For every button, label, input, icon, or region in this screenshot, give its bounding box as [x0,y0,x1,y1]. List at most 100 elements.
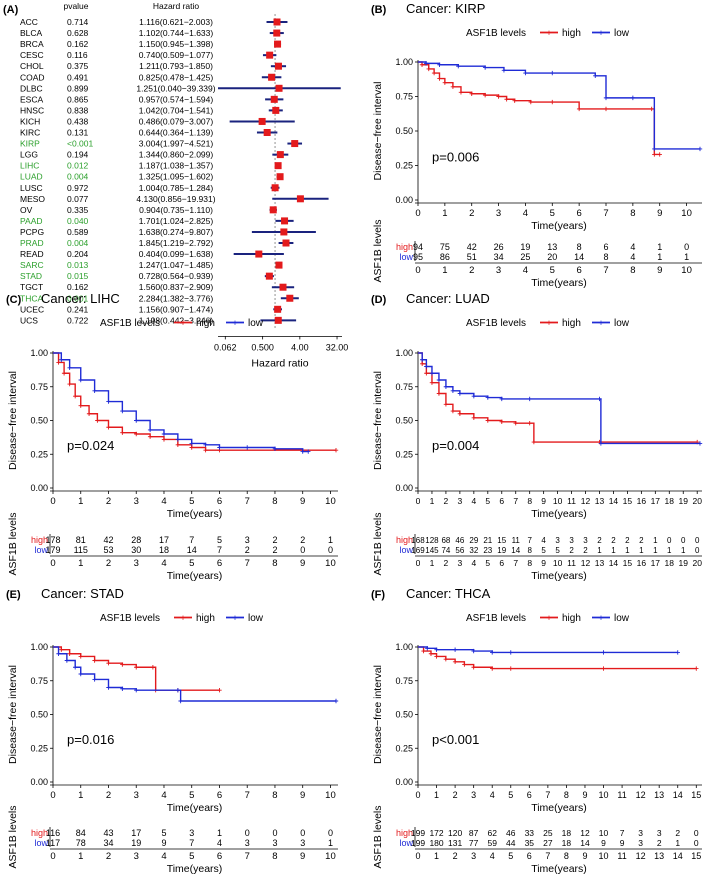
pvalue-cell: 0.375 [67,61,89,71]
survival-curve-low [53,646,336,702]
censor-mark-low [598,441,604,446]
risk-count-low: 14 [580,838,590,848]
censor-mark-high [59,647,64,652]
pvalue-cell: 0.015 [67,271,89,281]
y-tick-label: 0.75 [30,382,48,392]
risk-label-high: high [396,828,413,838]
risk-count-low: 2 [657,838,662,848]
risk-count-low: 1 [684,252,689,262]
y-axis-label: Disease−free interval [7,665,19,764]
risk-count-low: 0 [695,546,700,555]
legend-label-low: low [614,318,630,329]
x-tick-label: 0 [50,790,55,801]
panel-title: Cancer: LIHC [41,291,120,306]
x-tick-label: 6 [217,790,222,801]
risk-count-high: 10 [599,828,609,838]
risk-x-tick-label: 5 [550,265,555,276]
x-tick-label: 10 [681,208,692,219]
censor-mark-high [450,84,456,90]
censor-mark-low [429,371,435,376]
censor-mark-high [95,418,100,423]
censor-mark-low [92,388,97,393]
hr-cell: 1.004(0.785−1.284) [139,183,214,193]
censor-mark-low [471,648,476,654]
risk-count-high: 0 [681,536,686,545]
censor-mark-high [482,92,488,98]
censor-mark-low [56,651,61,656]
cancer-label: ACC [20,17,38,27]
risk-count-low: 1 [653,546,658,555]
censor-mark-high [462,662,467,667]
y-tick-label: 0.25 [30,449,48,459]
survival-curve-low [418,352,700,445]
risk-label-low: low [399,545,413,555]
risk-count-low: 30 [131,545,141,555]
forest-x-label: Hazard ratio [251,357,308,369]
risk-count-low: 0 [328,545,333,555]
risk-x-tick-label: 20 [692,558,702,568]
censor-mark-high [86,411,92,416]
cancer-label: SARC [20,260,44,270]
pvalue-cell: 0.131 [67,128,89,138]
legend-label-low: low [248,613,264,624]
x-tick-label: 9 [300,496,305,507]
x-axis-label: Time(years) [531,802,587,814]
hr-point [272,106,280,114]
risk-count-high: 2 [300,535,305,545]
risk-x-tick-label: 13 [654,851,664,861]
censor-mark-low [134,688,139,693]
cancer-label: PAAD [20,216,43,226]
cancer-label: COAD [20,72,45,82]
risk-count-low: 1 [667,546,672,555]
risk-count-low: 2 [583,546,588,555]
cancer-label: MESO [20,194,45,204]
censor-mark-high [61,371,67,376]
risk-count-high: 12 [580,828,590,838]
risk-x-tick-label: 19 [679,558,689,568]
censor-mark-high [67,651,72,656]
y-tick-label: 0.50 [30,416,48,426]
cancer-label: LIHC [20,161,39,171]
hr-point [276,151,284,159]
risk-count-low: 1 [625,546,630,555]
hr-cell: 1.211(0.793−1.850) [139,61,213,71]
km-d-panel: (D) Cancer: LUAD ASF1B levels + high + low 0.00… [371,291,702,582]
x-tick-label: 10 [325,790,336,801]
y-tick-label: 0.00 [395,777,413,787]
pvalue-cell: 0.241 [67,304,89,314]
x-axis-label: Time(years) [167,802,223,814]
x-tick-label: 3 [134,790,139,801]
y-tick-label: 0.75 [395,676,413,686]
pvalue-cell: 0.589 [67,227,89,237]
hr-point [268,73,276,81]
risk-x-tick-label: 6 [217,851,222,862]
risk-count-high: 0 [328,828,333,838]
censor-mark-high [603,106,609,112]
risk-x-tick-label: 6 [499,558,504,568]
panel-label: (B) [371,4,387,16]
hr-point [255,250,263,258]
x-tick-label: 13 [595,496,605,506]
pvalue-cell: 0.491 [67,72,89,82]
cancer-label: STAD [20,271,42,281]
censor-mark-low [452,647,458,652]
censor-mark-low [306,449,311,454]
hr-point [286,294,294,302]
y-tick-label: 0.25 [395,743,413,753]
risk-count-high: 5 [161,828,166,838]
risk-x-tick-label: 3 [471,851,476,861]
risk-x-tick-label: 4 [161,851,166,862]
cancer-label: BRCA [20,39,44,49]
x-tick-label: 9 [300,790,305,801]
risk-table-label: ASF1B levels [7,805,19,868]
risk-x-tick-label: 9 [300,851,305,862]
y-tick-label: 0.50 [395,126,413,136]
cancer-label: TGCT [20,282,43,292]
hr-cell: 0.486(0.079−3.007) [139,116,214,126]
hr-point [275,261,283,269]
risk-x-tick-label: 0 [50,558,55,569]
legend-label-low: low [614,613,630,624]
risk-x-tick-label: 10 [325,851,336,862]
cancer-label: BLCA [20,28,43,38]
y-tick-label: 0.25 [30,743,48,753]
